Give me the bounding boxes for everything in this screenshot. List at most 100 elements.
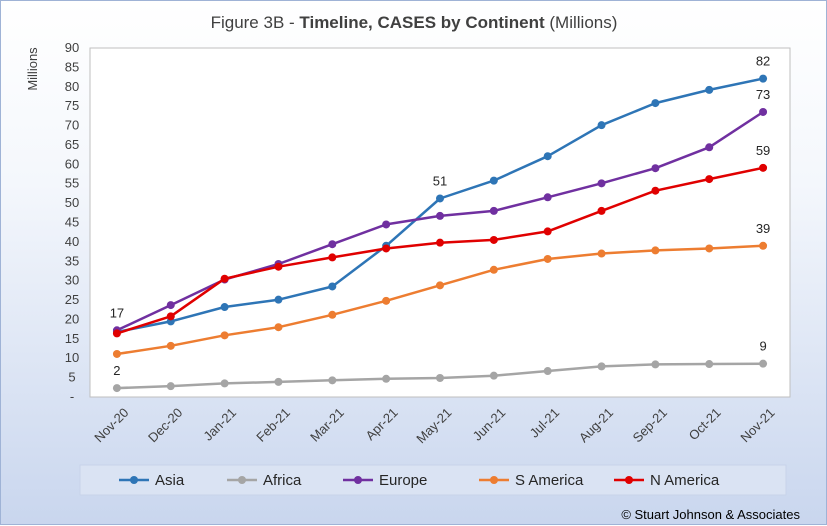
data-point [759, 74, 768, 83]
legend-label: Europe [379, 472, 427, 489]
x-tick-label: Jan-21 [200, 405, 239, 444]
legend: Asia Africa Europe S America N America [119, 472, 720, 489]
y-axis-label: Millions [25, 47, 40, 91]
data-point [220, 379, 229, 388]
data-label: 17 [110, 305, 124, 320]
data-point [489, 371, 498, 380]
data-point [543, 254, 552, 263]
data-point [328, 376, 337, 385]
data-point [382, 244, 391, 253]
data-label: 39 [756, 221, 770, 236]
y-tick-label: 40 [65, 234, 79, 249]
data-point [328, 253, 337, 262]
data-label: 73 [756, 87, 770, 102]
data-point [489, 206, 498, 215]
y-tick-label: 35 [65, 253, 79, 268]
y-tick-label: 80 [65, 79, 79, 94]
x-axis: Nov-20 Dec-20 Jan-21 Feb-21 Mar-21 Apr-21 May-… [91, 405, 777, 446]
x-tick-label: Oct-21 [686, 405, 724, 443]
data-point [274, 377, 283, 386]
data-label: 9 [759, 339, 766, 354]
x-tick-label: Sep-21 [630, 405, 670, 445]
y-tick-label: 5 [68, 370, 75, 385]
data-point [328, 310, 337, 319]
data-point [597, 121, 606, 130]
data-point [651, 246, 660, 255]
data-point [759, 241, 768, 250]
data-point [651, 186, 660, 195]
data-point [597, 206, 606, 215]
data-point [382, 296, 391, 305]
data-point [705, 85, 714, 94]
y-tick-label: 25 [65, 292, 79, 307]
data-point [705, 360, 714, 369]
data-point [436, 211, 444, 220]
data-point [166, 301, 175, 310]
y-tick-label: 50 [65, 195, 79, 210]
data-point [274, 262, 283, 271]
data-label: 82 [756, 54, 770, 69]
x-tick-label: Apr-21 [363, 405, 401, 443]
chart-title: Figure 3B - Timeline, CASES by Continent… [211, 13, 618, 32]
data-point [328, 282, 337, 291]
data-point [220, 331, 229, 340]
chart-title-prefix: Figure 3B - [211, 13, 300, 32]
data-point [436, 238, 444, 247]
data-point [705, 143, 714, 152]
data-point [328, 240, 337, 249]
data-point [382, 374, 391, 383]
legend-label: Asia [155, 472, 185, 489]
data-point [489, 265, 498, 274]
legend-swatch-marker [490, 476, 498, 484]
data-point [543, 227, 552, 236]
y-tick-label: - [70, 389, 74, 404]
data-point [543, 193, 552, 202]
data-label: 51 [433, 173, 447, 188]
y-tick-label: 85 [65, 59, 79, 74]
data-point [112, 329, 121, 338]
x-tick-label: Nov-21 [737, 405, 777, 445]
copyright-text: © Stuart Johnson & Associates [621, 507, 800, 522]
data-point [274, 323, 283, 332]
x-tick-label: Feb-21 [253, 405, 293, 445]
chart-title-bold: Timeline, CASES by Continent [299, 13, 545, 32]
y-tick-label: 45 [65, 215, 79, 230]
x-tick-label: Dec-20 [145, 405, 185, 445]
data-point [274, 295, 283, 304]
data-point [489, 176, 498, 185]
data-point [597, 362, 606, 371]
data-point [436, 281, 444, 290]
data-point [543, 152, 552, 161]
x-tick-label: Aug-21 [576, 405, 616, 445]
series-layer [112, 74, 768, 393]
data-point [220, 303, 229, 312]
data-point [705, 175, 714, 184]
data-point [759, 163, 768, 172]
legend-label: S America [515, 472, 584, 489]
data-point [543, 367, 552, 376]
x-tick-label: Mar-21 [307, 405, 347, 445]
data-point [112, 349, 121, 358]
data-point [112, 384, 121, 393]
y-tick-label: 20 [65, 311, 79, 326]
y-tick-label: 30 [65, 273, 79, 288]
x-tick-label: Jun-21 [470, 405, 509, 444]
y-axis: - 5 10 15 20 25 30 35 40 45 50 55 60 65 70 75 80 85 90 [65, 40, 79, 404]
plot-area [89, 47, 791, 398]
x-tick-label: May-21 [413, 405, 454, 446]
data-point [166, 341, 175, 350]
y-tick-label: 10 [65, 350, 79, 365]
y-tick-label: 75 [65, 98, 79, 113]
x-tick-label: Jul-21 [527, 405, 563, 441]
y-tick-label: 60 [65, 156, 79, 171]
data-point [597, 249, 606, 258]
legend-swatch-marker [130, 476, 138, 484]
data-point [436, 194, 444, 203]
data-point [651, 164, 660, 173]
data-point [597, 179, 606, 188]
data-label: 59 [756, 143, 770, 158]
data-point [489, 235, 498, 244]
legend-swatch-marker [625, 476, 633, 484]
